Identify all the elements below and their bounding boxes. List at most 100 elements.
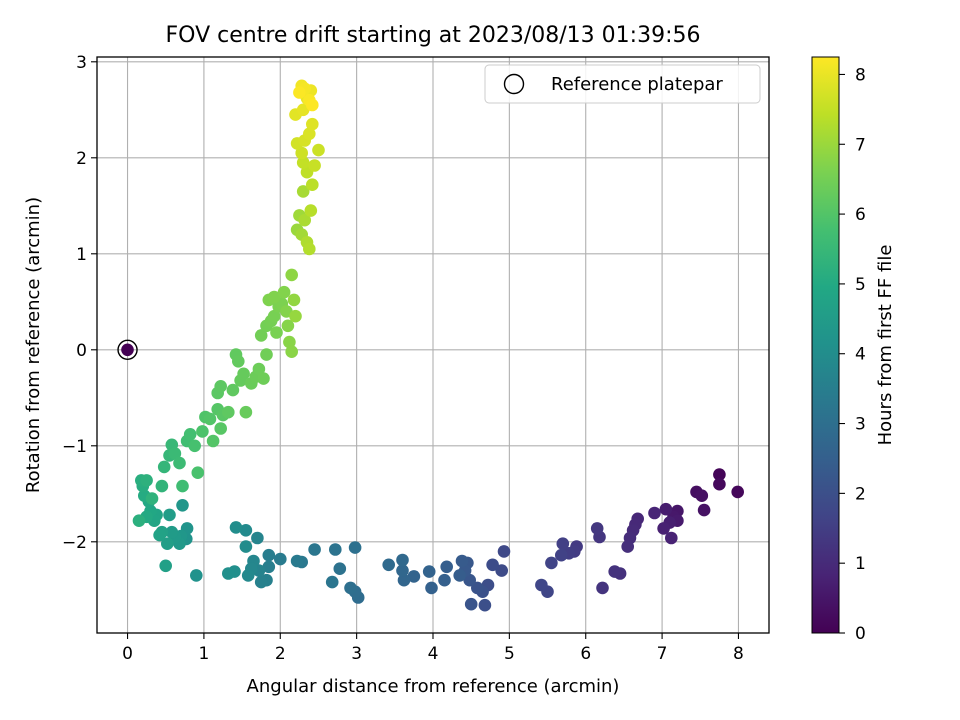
x-tick-label: 3 — [351, 644, 362, 664]
data-point — [306, 117, 319, 131]
data-point — [555, 548, 568, 562]
data-point — [648, 506, 661, 520]
data-point — [287, 293, 301, 307]
data-point — [254, 329, 268, 342]
data-point — [285, 345, 299, 359]
data-point — [621, 540, 634, 553]
legend: Reference platepar — [484, 64, 761, 104]
data-point — [145, 492, 159, 505]
data-points — [117, 79, 744, 612]
data-point — [295, 146, 309, 160]
x-tick-label: 6 — [580, 644, 591, 664]
data-point — [159, 559, 172, 573]
data-point — [596, 581, 609, 595]
y-tick-label: 3 — [76, 53, 87, 73]
legend-marker — [503, 73, 525, 95]
data-point — [183, 428, 197, 441]
data-point — [382, 558, 396, 572]
data-point — [274, 552, 287, 566]
data-point — [283, 335, 296, 349]
data-point — [298, 213, 312, 227]
data-point — [308, 543, 321, 556]
data-point — [440, 560, 454, 574]
colorbar-tick-label: 5 — [855, 275, 866, 295]
data-point — [153, 528, 166, 542]
data-point — [214, 380, 227, 393]
data-point — [252, 362, 266, 376]
x-tick-label: 0 — [122, 644, 133, 664]
grid-lines — [97, 57, 769, 633]
data-point — [495, 564, 509, 577]
data-point — [191, 466, 205, 480]
data-point — [308, 159, 321, 172]
data-point — [556, 537, 570, 550]
data-point — [657, 522, 670, 535]
data-point — [281, 319, 295, 333]
data-point — [251, 531, 264, 545]
data-point — [306, 98, 319, 112]
data-point — [329, 543, 342, 556]
x-tick-label: 2 — [275, 644, 286, 664]
x-axis-label: Angular distance from reference (arcmin) — [247, 676, 620, 697]
data-point — [422, 565, 436, 578]
data-point — [293, 86, 306, 99]
data-point — [262, 548, 276, 562]
data-point — [713, 477, 726, 491]
data-point — [196, 425, 209, 438]
colorbar-tick-label: 3 — [855, 415, 866, 435]
data-point — [304, 204, 318, 217]
data-point — [222, 405, 235, 419]
data-point — [140, 474, 153, 487]
data-point — [168, 447, 182, 460]
data-point — [203, 412, 217, 426]
colorbar-tick-label: 4 — [855, 345, 866, 365]
data-point — [497, 545, 511, 558]
colorbar-label: Hours from first FF file — [875, 245, 896, 446]
data-point — [397, 573, 411, 587]
data-point — [270, 326, 283, 339]
data-point — [267, 290, 281, 304]
data-point — [303, 242, 316, 256]
data-point — [659, 502, 673, 516]
data-point — [226, 383, 240, 397]
data-point — [438, 573, 451, 587]
legend-box — [484, 64, 761, 104]
data-point — [257, 372, 270, 385]
data-point — [190, 569, 203, 582]
data-point — [262, 560, 276, 574]
colorbar-tick-label: 0 — [855, 624, 866, 644]
data-point — [348, 541, 362, 554]
data-point — [545, 556, 558, 570]
data-point — [486, 558, 499, 572]
colorbar-tick-label: 6 — [855, 205, 866, 225]
colorbar-tick-label: 1 — [855, 554, 866, 574]
data-point — [303, 127, 316, 141]
data-point — [731, 485, 744, 499]
data-point — [165, 525, 179, 539]
data-point — [176, 479, 189, 493]
data-point — [344, 581, 357, 595]
data-point — [333, 562, 347, 575]
data-point — [478, 598, 492, 612]
data-point — [306, 178, 319, 191]
data-point — [214, 422, 227, 435]
data-point — [455, 554, 469, 568]
data-point — [157, 460, 171, 474]
legend-label: Reference platepar — [551, 74, 723, 95]
data-point — [173, 456, 186, 470]
y-tick-label: 1 — [76, 245, 87, 265]
x-tick-label: 5 — [504, 644, 515, 664]
colorbar-gradient — [812, 57, 839, 633]
data-point — [665, 531, 678, 545]
data-point — [312, 143, 325, 157]
y-tick-label: −2 — [62, 533, 87, 553]
data-point — [471, 581, 484, 595]
x-tick-label: 1 — [198, 644, 209, 664]
colorbar-tick-label: 7 — [855, 135, 866, 155]
y-tick-label: −1 — [62, 437, 87, 457]
data-point — [464, 597, 478, 611]
data-point — [155, 479, 169, 493]
data-point — [285, 268, 299, 282]
